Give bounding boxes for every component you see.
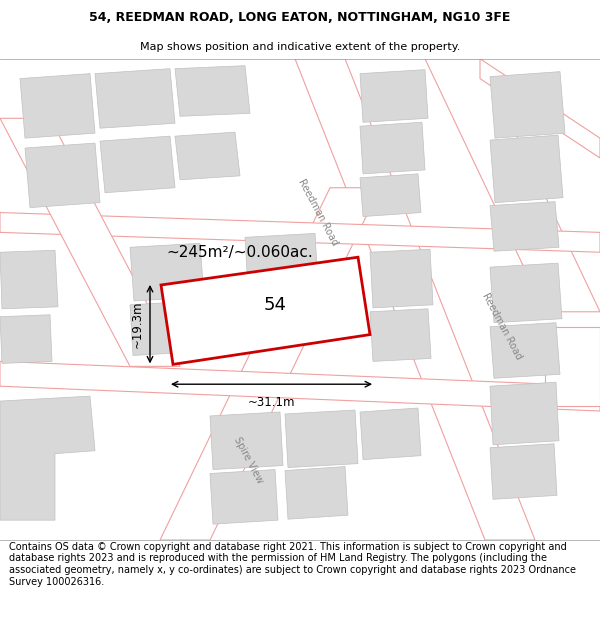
Polygon shape [0,315,52,363]
Polygon shape [545,327,600,406]
Polygon shape [95,69,175,128]
Polygon shape [0,396,95,520]
Polygon shape [210,469,278,524]
Polygon shape [360,69,428,122]
Polygon shape [210,412,283,469]
Text: Contains OS data © Crown copyright and database right 2021. This information is : Contains OS data © Crown copyright and d… [9,542,576,587]
Polygon shape [20,74,95,138]
Polygon shape [295,59,535,540]
Text: Map shows position and indicative extent of the property.: Map shows position and indicative extent… [140,42,460,52]
Polygon shape [285,467,348,519]
Text: ~245m²/~0.060ac.: ~245m²/~0.060ac. [167,245,313,260]
Polygon shape [100,136,175,192]
Text: 54, REEDMAN ROAD, LONG EATON, NOTTINGHAM, NG10 3FE: 54, REEDMAN ROAD, LONG EATON, NOTTINGHAM… [89,11,511,24]
Polygon shape [490,444,557,499]
Polygon shape [161,258,370,364]
Polygon shape [160,188,380,540]
Polygon shape [490,202,559,251]
Polygon shape [490,322,560,378]
Polygon shape [0,118,180,366]
Text: Reedman Road: Reedman Road [296,177,340,248]
Polygon shape [490,263,562,322]
Polygon shape [175,132,240,180]
Polygon shape [285,410,358,468]
Text: 54: 54 [263,296,287,314]
Polygon shape [245,291,316,339]
Polygon shape [480,59,600,158]
Polygon shape [425,59,600,312]
Polygon shape [360,408,421,459]
Text: Spire View: Spire View [232,436,265,486]
Polygon shape [0,213,600,253]
Polygon shape [130,301,202,356]
Polygon shape [25,143,100,208]
Polygon shape [175,66,250,116]
Polygon shape [130,243,204,301]
Polygon shape [0,250,58,309]
Polygon shape [490,72,565,138]
Polygon shape [490,382,559,445]
Polygon shape [490,135,563,202]
Polygon shape [360,174,421,216]
Polygon shape [245,233,318,289]
Polygon shape [0,361,600,411]
Polygon shape [370,249,433,308]
Text: ~19.3m: ~19.3m [131,301,144,348]
Polygon shape [370,309,431,361]
Text: ~31.1m: ~31.1m [248,396,295,409]
Text: Reedman Road: Reedman Road [480,292,524,362]
Polygon shape [360,122,425,174]
